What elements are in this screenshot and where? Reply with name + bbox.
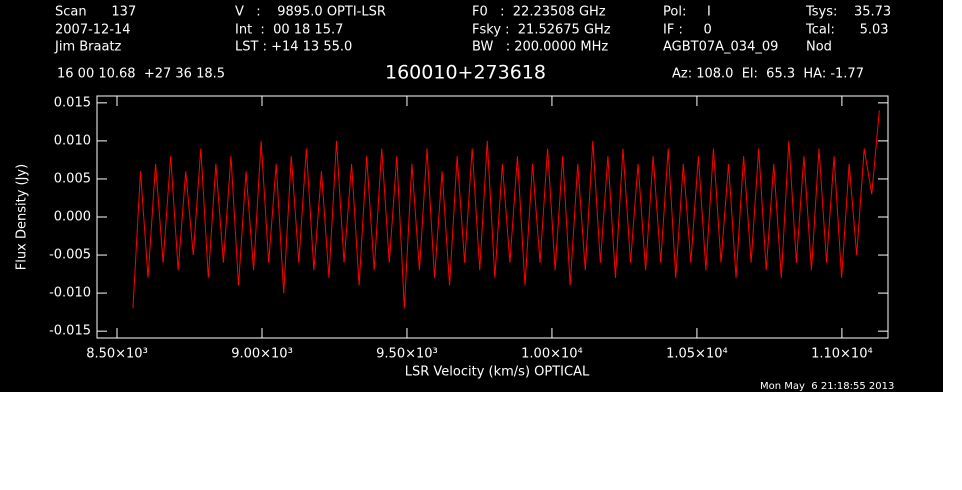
header-text: Fsky : 21.52675 GHz [472, 23, 611, 38]
header-text: Jim Braatz [54, 40, 122, 55]
y-tick-label: -0.015 [49, 324, 91, 339]
y-tick-label: -0.005 [49, 248, 91, 263]
x-tick-label: 1.05×10⁴ [666, 347, 728, 362]
header-text: Nod [806, 40, 832, 55]
header-text: LST : +14 13 55.0 [235, 40, 352, 55]
header-text: Int : 00 18 15.7 [235, 23, 343, 38]
header-text: AGBT07A_034_09 [663, 40, 778, 55]
header-text: F0 : 22.23508 GHz [472, 5, 606, 20]
spectrum-line [132, 110, 880, 309]
x-axis-label: LSR Velocity (km/s) OPTICAL [405, 365, 590, 380]
header-text: Az: 108.0 El: 65.3 HA: -1.77 [672, 67, 864, 82]
header-text: Pol: I [663, 5, 711, 20]
y-tick-label: 0.005 [54, 171, 91, 186]
x-tick-label: 8.50×10³ [86, 347, 148, 362]
header-text: 2007-12-14 [55, 23, 131, 38]
y-axis-label: Flux Density (Jy) [15, 164, 30, 270]
header-text: Tcal: 5.03 [805, 23, 889, 38]
header-text: V : 9895.0 OPTI-LSR [235, 5, 386, 20]
header-text: IF : 0 [663, 23, 712, 38]
header-text: BW : 200.0000 MHz [472, 40, 608, 55]
x-tick-label: 9.50×10³ [376, 347, 438, 362]
header-text: Tsys: 35.73 [805, 5, 891, 20]
y-tick-label: 0.015 [54, 95, 91, 110]
header-text: Scan 137 [55, 5, 136, 20]
y-tick-label: 0.010 [54, 133, 91, 148]
x-tick-label: 1.10×10⁴ [811, 347, 873, 362]
y-tick-label: 0.000 [54, 210, 91, 225]
x-tick-label: 1.00×10⁴ [521, 347, 583, 362]
timestamp: Mon May 6 21:18:55 2013 [760, 381, 894, 392]
chart-title: 160010+273618 [385, 62, 546, 84]
x-tick-label: 9.00×10³ [231, 347, 293, 362]
header-text: 16 00 10.68 +27 36 18.5 [57, 67, 225, 82]
y-tick-label: -0.010 [49, 286, 91, 301]
